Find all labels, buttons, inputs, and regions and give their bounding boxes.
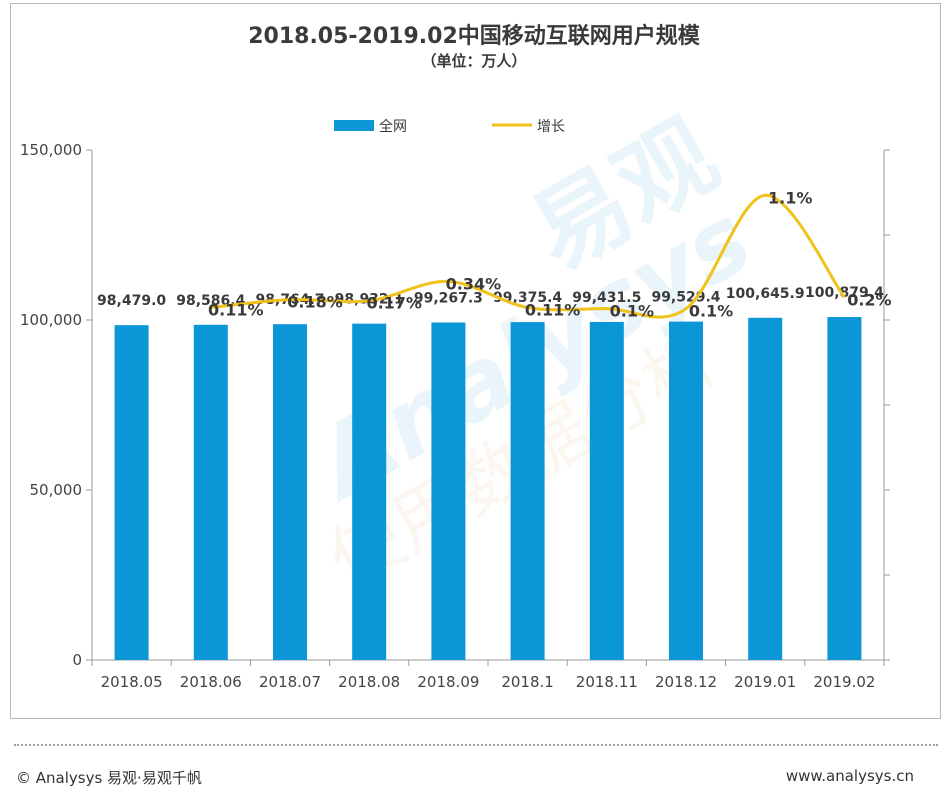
growth-value-label: 0.1% [610, 302, 654, 321]
growth-value-label: 0.17% [366, 294, 422, 313]
axes: 0 50,000 100,000 150,000 2018.05 2018.06 2018.… [20, 141, 890, 691]
bar [431, 322, 466, 660]
growth-value-label: 0.34% [446, 274, 502, 293]
bar [510, 322, 545, 660]
x-tick-label: 2018.06 [180, 673, 242, 691]
bars [114, 317, 862, 660]
growth-line: 0.11% 0.18% 0.17% 0.34% 0.11% 0.1% 0.1% 1.1% 0.2… [208, 188, 892, 320]
y-tick-label: 150,000 [20, 141, 82, 159]
bar [193, 324, 228, 660]
x-tick-label: 2018.05 [101, 673, 163, 691]
bar [827, 317, 862, 660]
bar [273, 324, 307, 660]
y-tick-label: 50,000 [30, 481, 83, 499]
bar-value-label: 99,431.5 [572, 290, 641, 306]
bar [669, 321, 703, 660]
footer-website: www.analysys.cn [785, 767, 914, 785]
bar [589, 321, 624, 660]
bar-value-label: 98,479.0 [97, 293, 166, 309]
bar-value-label: 100,879.4 [805, 285, 884, 301]
x-tick-label: 2019.02 [813, 673, 875, 691]
growth-value-label: 0.2% [847, 290, 891, 309]
legend-label-growth: 增长 [537, 119, 565, 135]
x-tick-label: 2018.08 [338, 673, 400, 691]
x-tick-label: 2018.1 [501, 673, 554, 691]
bar-value-label: 99,529.4 [651, 290, 720, 306]
growth-value-label: 0.11% [208, 301, 264, 320]
legend-label-total: 全网 [379, 118, 407, 135]
bar [114, 325, 149, 660]
bar [352, 323, 387, 660]
footer-copyright: © Analysys 易观·易观千帆 [16, 769, 202, 787]
growth-line-path [210, 193, 846, 319]
growth-value-label: 0.1% [689, 302, 733, 321]
bar [748, 317, 783, 660]
growth-value-label: 0.18% [287, 293, 343, 312]
x-tick-label: 2018.09 [417, 673, 479, 691]
y-tick-label: 0 [72, 651, 82, 669]
footer-divider [14, 744, 938, 746]
chart-title: 2018.05-2019.02中国移动互联网用户规模 [248, 24, 700, 49]
legend-swatch-total [334, 120, 374, 131]
x-tick-label: 2018.11 [576, 673, 638, 691]
x-tick-label: 2019.01 [734, 673, 796, 691]
growth-value-label: 1.1% [768, 188, 812, 207]
chart-subtitle: （单位：万人） [421, 52, 527, 70]
growth-value-label: 0.11% [525, 301, 581, 320]
y-tick-label: 100,000 [20, 311, 82, 329]
chart-svg: 0 50,000 100,000 150,000 2018.05 2018.06 2018.… [20, 118, 892, 691]
bar-value-label: 100,645.9 [726, 286, 805, 302]
bar-value-label: 99,267.3 [414, 290, 483, 306]
chart-frame [10, 3, 941, 719]
x-tick-label: 2018.07 [259, 673, 321, 691]
x-tick-label: 2018.12 [655, 673, 717, 691]
legend: 全网 增长 [334, 118, 565, 135]
